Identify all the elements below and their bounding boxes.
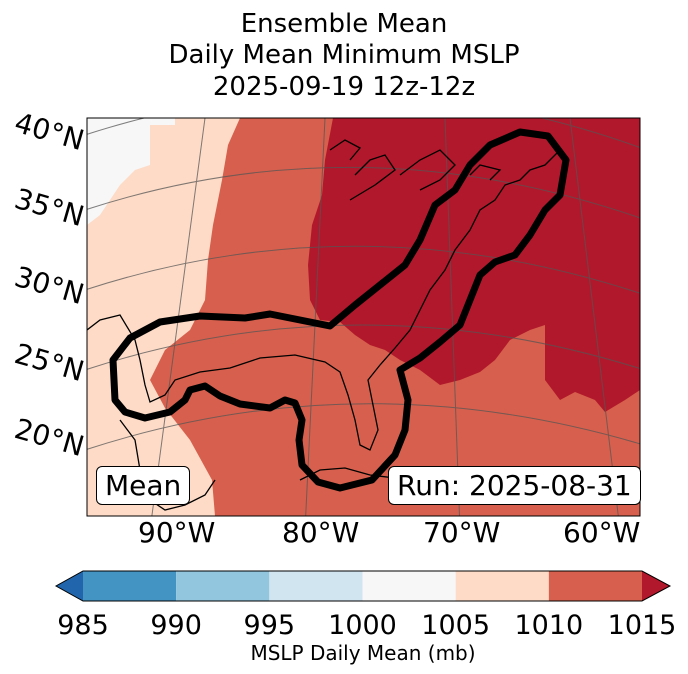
colorbar-under-arrow — [56, 571, 83, 601]
run-date-box: Run: 2025-08-31 — [388, 466, 641, 505]
colorbar-bin-985-990 — [83, 571, 177, 601]
lon-label-70w: 70°W — [423, 516, 501, 549]
title-line-3: 2025-09-19 12z-12z — [212, 72, 476, 102]
ensemble-contour — [109, 128, 570, 492]
colorbar-over-arrow — [642, 571, 670, 601]
colorbar-tick-1000: 1000 — [328, 610, 397, 641]
colorbar-tick-990: 990 — [150, 610, 202, 641]
colorbar-bin-1010-1015 — [548, 571, 642, 601]
region-1000-1005 — [87, 118, 175, 225]
colorbar-tick-1015: 1015 — [607, 610, 677, 641]
graticule — [87, 118, 640, 516]
colorbar-tick-995: 995 — [243, 610, 296, 641]
mean-label-box: Mean — [96, 466, 191, 505]
map-frame — [86, 117, 641, 517]
lon-label-90w: 90°W — [138, 516, 216, 549]
colorbar-outline — [54, 570, 672, 602]
lon-label-80w: 80°W — [282, 516, 360, 549]
lon-label-60w: 60°W — [563, 516, 641, 549]
colorbar-bin-1005-1010 — [455, 571, 549, 601]
colorbar-bin-995-1000 — [269, 571, 363, 601]
region-above-1015 — [308, 118, 640, 412]
colorbar-label: MSLP Daily Mean (mb) — [250, 641, 476, 665]
colorbar-bin-990-995 — [176, 571, 270, 601]
map-plot-area — [87, 118, 640, 516]
colorbar — [54, 570, 672, 602]
colorbar-tick-1005: 1005 — [421, 610, 491, 641]
colorbar-bin-1000-1005 — [362, 571, 456, 601]
title-line-1: Ensemble Mean — [240, 9, 448, 39]
title-line-2: Daily Mean Minimum MSLP — [168, 40, 520, 70]
colorbar-tick-1010: 1010 — [514, 610, 584, 641]
coastlines — [87, 139, 561, 511]
colorbar-tick-985: 985 — [57, 610, 109, 641]
